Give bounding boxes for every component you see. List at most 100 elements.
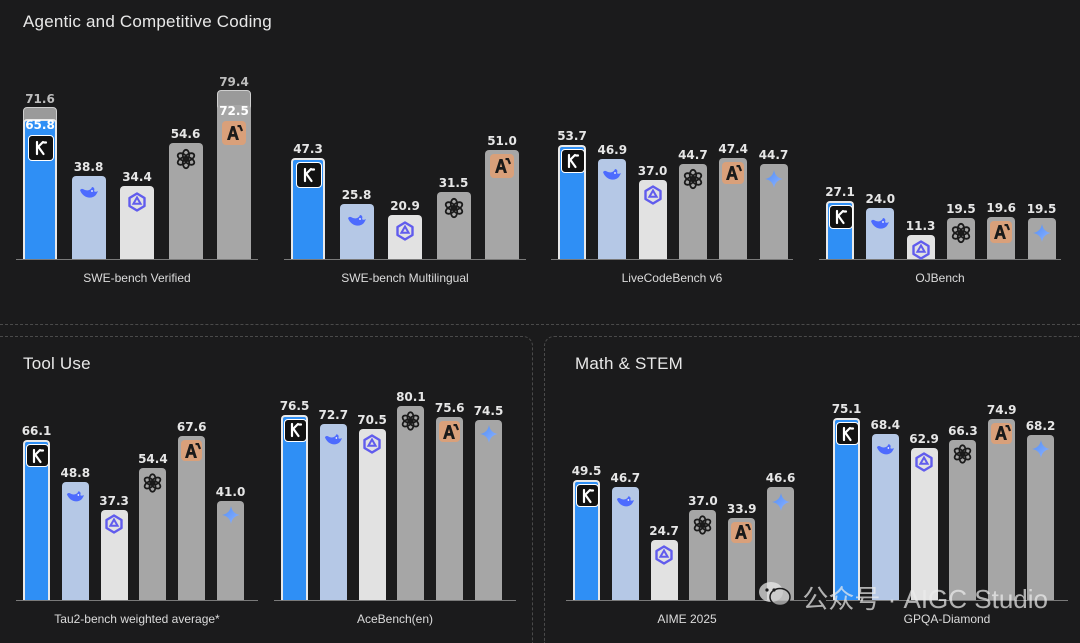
- bar-gemini: [475, 419, 502, 600]
- value-label: 53.7: [557, 128, 587, 143]
- watermark: 公众号 · AIGC Studio: [758, 579, 1048, 616]
- value-label-extended: 71.6: [25, 91, 55, 106]
- bar-claude: [988, 418, 1016, 600]
- benchmark-label: SWE-bench Verified: [83, 271, 191, 285]
- value-label: 46.6: [765, 471, 796, 486]
- chart-baseline: [16, 259, 258, 260]
- benchmark-label: LiveCodeBench v6: [621, 271, 723, 285]
- chart-baseline: [826, 600, 1068, 601]
- value-label: 44.7: [678, 147, 708, 162]
- kimi-logo-icon: [576, 484, 599, 508]
- bar-deepseek: [339, 204, 374, 259]
- kimi-logo-icon: [26, 444, 49, 467]
- qwen-logo-icon: [393, 219, 417, 243]
- benchmark-label: GPQA-Diamond: [903, 612, 991, 626]
- bar-deepseek: [71, 176, 106, 259]
- openai-logo-icon: [142, 472, 163, 493]
- value-label: 68.4: [870, 418, 901, 433]
- openai-logo-icon: [682, 168, 704, 190]
- bar-deepseek: [319, 424, 347, 600]
- tool-use-panel: [0, 336, 533, 643]
- value-label: 80.1: [396, 390, 426, 405]
- value-label: 66.3: [948, 423, 978, 438]
- openai-logo-icon: [400, 410, 421, 431]
- value-label: 54.4: [138, 452, 168, 467]
- value-label: 47.4: [718, 142, 748, 157]
- kimi-logo-icon: [284, 418, 307, 442]
- value-label: 19.5: [1026, 201, 1057, 216]
- deepseek-whale-icon: [345, 208, 369, 232]
- section-title-math-stem: Math & STEM: [575, 354, 684, 373]
- section-title-tool-use: Tool Use: [23, 354, 91, 373]
- value-label: 46.9: [597, 143, 628, 158]
- value-label: 37.0: [688, 494, 718, 509]
- value-label: 76.5: [279, 398, 310, 413]
- value-label: 37.0: [637, 164, 668, 179]
- value-label: 62.9: [909, 431, 939, 446]
- section-title-coding: Agentic and Competitive Coding: [23, 12, 272, 31]
- value-label: 48.8: [60, 465, 91, 480]
- gemini-sparkle-icon: [763, 168, 785, 190]
- bar-openai: [139, 468, 167, 600]
- value-label: 41.0: [215, 484, 246, 499]
- deepseek-whale-icon: [323, 428, 344, 449]
- chart-aime-2025: AIME 2025 49.5 46.7 24.7 37.0 33.9 46.6: [566, 380, 808, 630]
- chart-baseline: [819, 259, 1061, 260]
- value-label: 74.5: [473, 403, 504, 418]
- chart-swe-bench-verified: SWE-bench Verified 71.6 65.8 38.8 34.4 54.6 79…: [16, 40, 258, 290]
- bar-openai: [946, 217, 975, 259]
- qwen-logo-icon: [914, 452, 935, 473]
- qwen-logo-icon: [362, 433, 383, 454]
- value-label: 54.6: [170, 126, 201, 141]
- value-label: 33.9: [726, 501, 757, 516]
- anthropic-logo-icon: [490, 154, 514, 179]
- bar-claude: [178, 436, 206, 600]
- value-label: 67.6: [176, 420, 207, 435]
- chart-baseline: [274, 600, 516, 601]
- kimi-logo-icon: [296, 162, 322, 189]
- value-label: 46.7: [610, 470, 641, 485]
- value-label: 37.3: [99, 493, 129, 508]
- deepseek-whale-icon: [615, 491, 636, 512]
- value-label: 11.3: [905, 218, 936, 233]
- kimi-logo-icon: [561, 148, 585, 173]
- deepseek-whale-icon: [77, 180, 101, 204]
- value-label: 25.8: [341, 188, 372, 203]
- value-label-extended: 79.4: [219, 75, 249, 90]
- kimi-logo-icon: [829, 205, 853, 230]
- gemini-sparkle-icon: [478, 424, 499, 445]
- value-label: 24.0: [865, 191, 896, 206]
- value-label: 24.7: [649, 524, 679, 539]
- math-stem-panel: [544, 336, 1079, 643]
- qwen-logo-icon: [125, 190, 149, 214]
- bar-deepseek: [866, 207, 895, 259]
- gemini-sparkle-icon: [1031, 222, 1053, 244]
- bar-claude: [436, 417, 464, 600]
- value-label: 70.5: [357, 413, 387, 428]
- wechat-icon: [758, 580, 792, 615]
- chart-baseline: [566, 600, 808, 601]
- chart-ojbench: OJBench 27.1 24.0 11.3 19.5 19.6 19.5: [819, 40, 1061, 290]
- value-label: 49.5: [571, 464, 602, 479]
- value-label: 72.7: [318, 408, 349, 423]
- benchmark-label: OJBench: [915, 271, 965, 285]
- bar-openai: [397, 406, 425, 600]
- deepseek-whale-icon: [601, 163, 623, 185]
- value-label: 68.2: [1025, 418, 1056, 433]
- deepseek-whale-icon: [875, 438, 896, 459]
- anthropic-logo-icon: [990, 221, 1013, 244]
- benchmark-label: AIME 2025: [657, 612, 717, 626]
- chart-baseline: [551, 259, 793, 260]
- gemini-sparkle-icon: [220, 505, 241, 526]
- bar-gemini: [1027, 434, 1054, 600]
- value-label: 65.8: [25, 118, 55, 132]
- anthropic-logo-icon: [731, 521, 753, 543]
- deepseek-whale-icon: [869, 212, 891, 234]
- chart-swe-bench-multilingual: SWE-bench Multilingual 47.3 25.8 20.9 31.5 51…: [284, 40, 526, 290]
- bar-qwen: [910, 447, 938, 600]
- bar-qwen: [638, 180, 667, 259]
- chart-tau2-bench: Tau2-bench weighted average* 66.1 48.8 37.3…: [16, 380, 258, 630]
- deepseek-whale-icon: [65, 486, 86, 507]
- openai-logo-icon: [174, 147, 198, 171]
- value-label: 38.8: [73, 160, 104, 175]
